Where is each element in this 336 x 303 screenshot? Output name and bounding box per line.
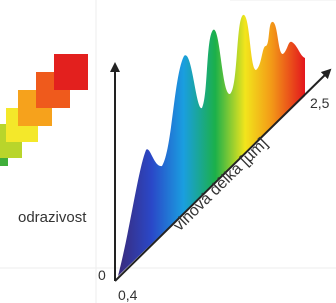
x-start-label: 0,4 [118,287,138,303]
spectrum [118,15,305,276]
illustration: odrazivost vlnová délka [µm] 0 0,4 2,5 [0,0,336,303]
origin-label: 0 [98,267,106,283]
page: odrazivost vlnová délka [µm] 0 0,4 2,5 (… [0,0,336,303]
y-axis-label: odrazivost [18,209,87,226]
pixel-blocks [0,54,88,166]
x-end-label: 2,5 [310,95,330,111]
